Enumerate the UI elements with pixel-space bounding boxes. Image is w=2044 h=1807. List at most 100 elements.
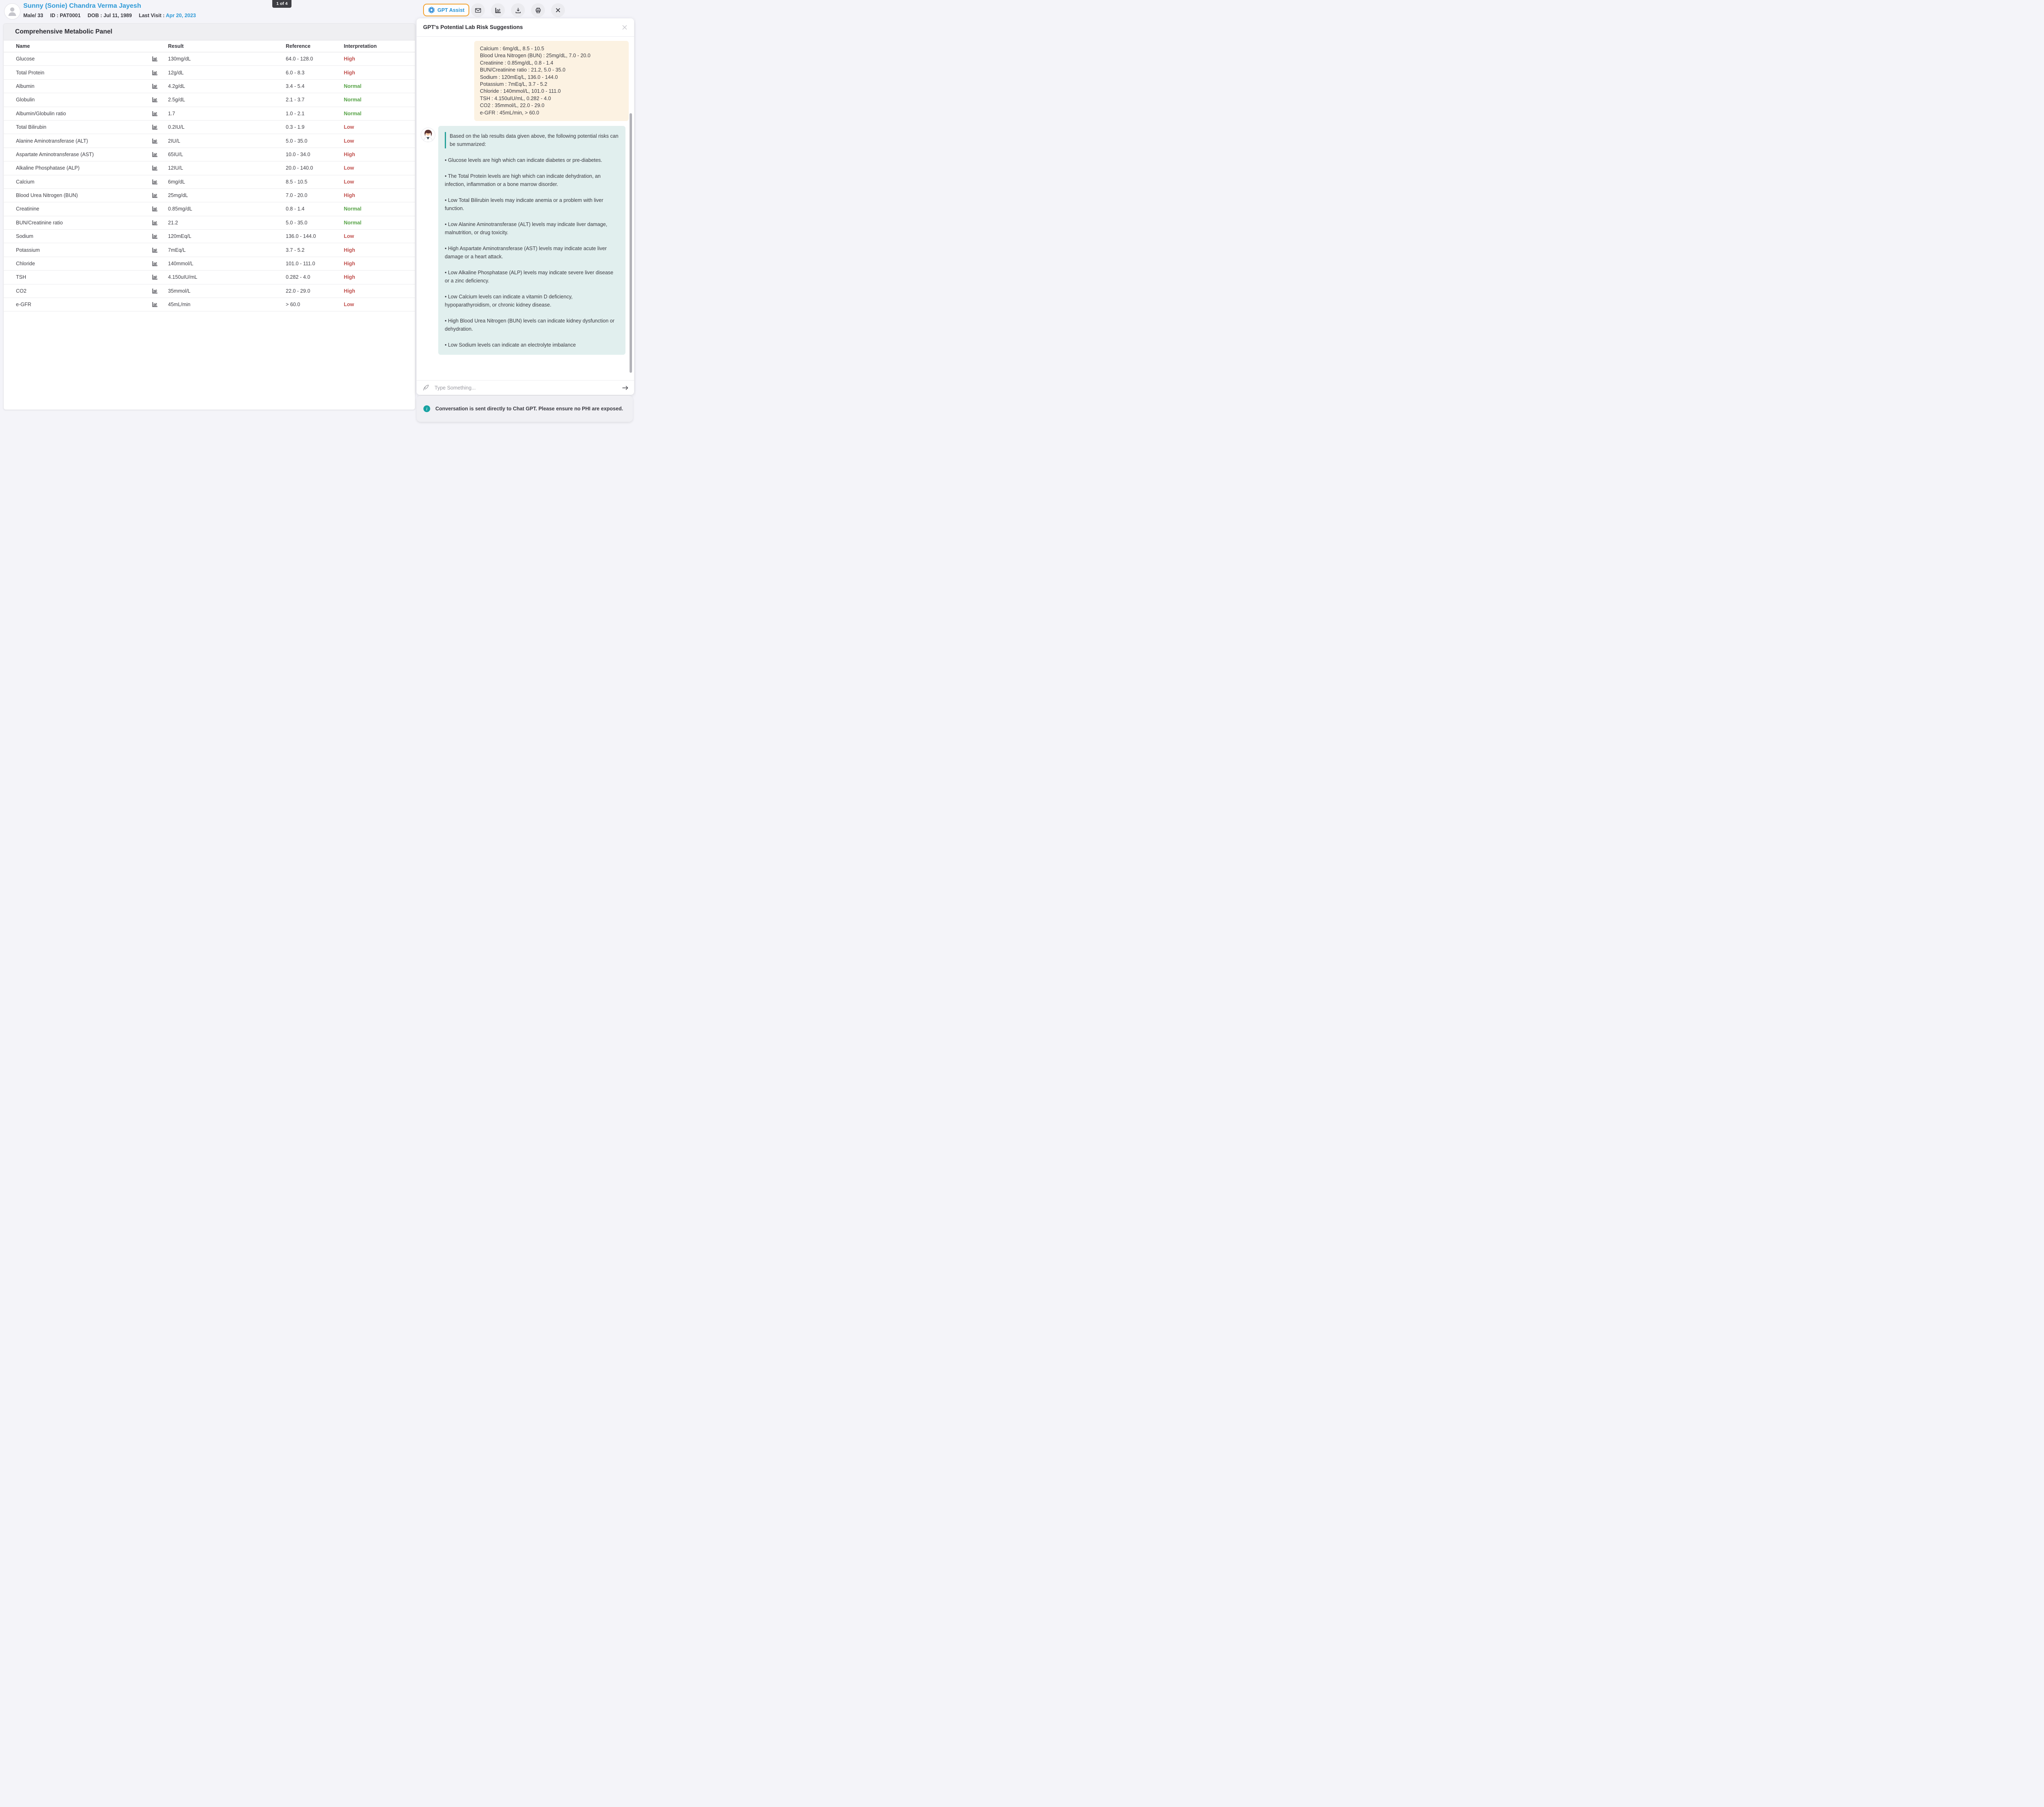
lab-interpretation: Normal: [344, 206, 361, 212]
lab-interpretation: High: [344, 288, 355, 294]
lab-result: 120mEq/L: [168, 233, 191, 239]
trend-chart-icon[interactable]: [152, 56, 158, 62]
lab-result: 45mL/min: [168, 302, 191, 307]
lab-interpretation: High: [344, 247, 355, 253]
chat-input[interactable]: [434, 385, 617, 391]
assistant-intro: Based on the lab results data given abov…: [445, 132, 619, 148]
assistant-bullets: • Glucose levels are high which can indi…: [445, 156, 619, 349]
lab-interpretation: Low: [344, 138, 354, 144]
lab-result: 130mg/dL: [168, 56, 191, 62]
chat-scrollbar-thumb[interactable]: [630, 113, 632, 373]
openai-logo-icon: [428, 7, 435, 13]
lab-result: 6mg/dL: [168, 179, 185, 185]
lab-result: 2IU/L: [168, 138, 180, 144]
assistant-message: Based on the lab results data given abov…: [438, 126, 625, 355]
table-row: Total Bilirubin 0.2IU/L 0.3 - 1.9 Low: [4, 121, 415, 134]
lab-interpretation: Normal: [344, 220, 361, 226]
trend-chart-icon[interactable]: [152, 69, 158, 76]
trend-chart-icon[interactable]: [152, 219, 158, 226]
patient-name[interactable]: Sunny (Sonie) Chandra Verma Jayesh: [23, 2, 141, 10]
trend-chart-icon[interactable]: [152, 165, 158, 171]
table-row: Total Protein 12g/dL 6.0 - 8.3 High: [4, 66, 415, 79]
patient-id: ID : PAT0001: [50, 13, 81, 18]
lab-interpretation: High: [344, 56, 355, 62]
lab-reference: 10.0 - 34.0: [286, 152, 310, 157]
lab-result: 12IU/L: [168, 165, 183, 171]
gpt-assist-button[interactable]: GPT Assist: [423, 4, 469, 16]
person-icon: [6, 5, 18, 18]
lab-reference: 2.1 - 3.7: [286, 97, 305, 103]
mail-button[interactable]: [471, 3, 485, 17]
lab-name: Blood Urea Nitrogen (BUN): [16, 193, 78, 198]
lab-reference: 3.7 - 5.2: [286, 247, 305, 253]
lab-result: 21.2: [168, 220, 178, 226]
trend-chart-icon[interactable]: [152, 179, 158, 185]
lab-interpretation: Low: [344, 233, 354, 239]
send-icon[interactable]: [621, 384, 629, 392]
lab-name: Creatinine: [16, 206, 39, 212]
column-header-interpretation: Interpretation: [344, 40, 377, 52]
trend-chart-icon[interactable]: [152, 233, 158, 240]
trend-chart-icon[interactable]: [152, 138, 158, 144]
mail-icon: [475, 7, 482, 14]
lab-name: Albumin/Globulin ratio: [16, 111, 66, 116]
trend-chart-icon[interactable]: [152, 206, 158, 212]
quill-icon[interactable]: [422, 384, 430, 392]
lab-reference: 6.0 - 8.3: [286, 70, 305, 76]
trend-chart-icon[interactable]: [152, 151, 158, 158]
lab-reference: 5.0 - 35.0: [286, 138, 307, 144]
lab-name: TSH: [16, 274, 26, 280]
trend-chart-icon[interactable]: [152, 124, 158, 130]
trend-chart-icon[interactable]: [152, 83, 158, 90]
gpt-panel-title: GPT's Potential Lab Risk Suggestions: [423, 18, 523, 36]
trend-chart-icon[interactable]: [152, 288, 158, 294]
phi-warning-text: Conversation is sent directly to Chat GP…: [435, 406, 623, 412]
user-message: Calcium : 6mg/dL, 8.5 - 10.5Blood Urea N…: [474, 41, 629, 121]
lab-name: Aspartate Aminotransferase (AST): [16, 152, 94, 157]
lab-name: Calcium: [16, 179, 34, 185]
trend-chart-icon[interactable]: [152, 260, 158, 267]
lab-results-card: Comprehensive Metabolic Panel Name Resul…: [3, 23, 415, 410]
lab-interpretation: Low: [344, 165, 354, 171]
table-row: Creatinine 0.85mg/dL 0.8 - 1.4 Normal: [4, 202, 415, 216]
trend-chart-icon[interactable]: [152, 247, 158, 253]
lab-reference: > 60.0: [286, 302, 300, 307]
assistant-avatar: [421, 128, 435, 142]
trend-chart-icon[interactable]: [152, 301, 158, 308]
panel-close-icon[interactable]: [621, 24, 628, 31]
close-view-button[interactable]: [551, 3, 565, 17]
patient-sex-age: Male/ 33: [23, 13, 43, 18]
table-row: e-GFR 45mL/min > 60.0 Low: [4, 298, 415, 311]
trend-chart-icon[interactable]: [152, 110, 158, 117]
download-button[interactable]: [511, 3, 525, 17]
lab-name: Sodium: [16, 233, 33, 239]
lab-result: 4.2g/dL: [168, 83, 185, 89]
lab-name: Glucose: [16, 56, 35, 62]
doctor-avatar-icon: [421, 128, 435, 142]
lab-name: CO2: [16, 288, 27, 294]
patient-details: Male/ 33 ID : PAT0001 DOB : Jul 11, 1989…: [23, 13, 196, 18]
trend-chart-icon[interactable]: [152, 274, 158, 280]
table-row: Potassium 7mEq/L 3.7 - 5.2 High: [4, 243, 415, 257]
trend-chart-icon[interactable]: [152, 192, 158, 199]
pager-badge: 1 of 4: [272, 0, 291, 8]
last-visit-date[interactable]: Apr 20, 2023: [166, 13, 196, 18]
lab-interpretation: Normal: [344, 97, 361, 103]
table-row: Glucose 130mg/dL 64.0 - 128.0 High: [4, 52, 415, 66]
lab-result: 0.85mg/dL: [168, 206, 192, 212]
trend-chart-icon[interactable]: [152, 96, 158, 103]
lab-name: Potassium: [16, 247, 40, 253]
table-row: Alanine Aminotransferase (ALT) 2IU/L 5.0…: [4, 134, 415, 148]
lab-name: Chloride: [16, 261, 35, 266]
lab-table-header: Name Result Reference Interpretation: [4, 40, 415, 52]
svg-text:i: i: [426, 407, 427, 412]
table-row: Calcium 6mg/dL 8.5 - 10.5 Low: [4, 175, 415, 189]
trend-chart-button[interactable]: [491, 3, 505, 17]
gpt-suggestions-panel: GPT's Potential Lab Risk Suggestions Cal…: [417, 18, 634, 395]
lab-reference: 5.0 - 35.0: [286, 220, 307, 226]
print-button[interactable]: [531, 3, 545, 17]
phi-warning: i Conversation is sent directly to Chat …: [417, 396, 633, 422]
lab-result: 12g/dL: [168, 70, 184, 76]
lab-interpretation: Low: [344, 124, 354, 130]
lab-result: 4.150uIU/mL: [168, 274, 197, 280]
